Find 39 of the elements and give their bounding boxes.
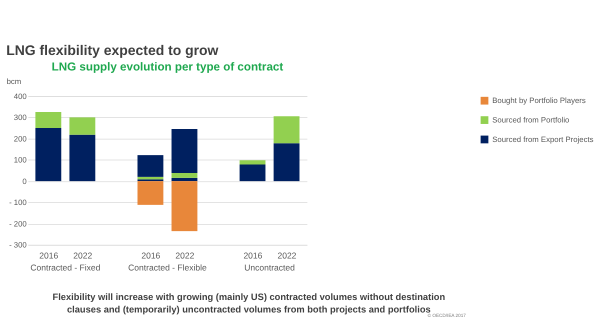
y-tick-label: - 200	[9, 219, 27, 228]
y-tick-label: - 300	[9, 240, 27, 250]
x-tick-label: 2016	[243, 250, 263, 260]
legend-label: Sourced from Portfolio	[492, 115, 570, 124]
y-tick-label: 0	[22, 176, 27, 186]
bar	[137, 155, 164, 177]
y-tick-label: 100	[14, 156, 27, 165]
y-tick-label: 400	[14, 92, 27, 101]
bar	[69, 134, 96, 182]
chart-title: LNG flexibility expected to grow	[6, 42, 219, 58]
text: Contracted - Flexible	[128, 262, 207, 272]
text: Flexibility will increase with growing (mainly US) contracted volumes without destination clauses and (temporarily) uncontracted volumes from both projects and portfolios	[52, 292, 446, 314]
x-tick-label: 2022	[277, 250, 297, 260]
bar	[240, 160, 266, 165]
bar	[172, 181, 198, 232]
bar	[35, 128, 62, 182]
bar	[240, 164, 266, 182]
bar	[172, 178, 198, 182]
x-tick-label: 2016	[39, 250, 58, 260]
bar	[137, 181, 164, 205]
y-axis-title: bcm	[6, 77, 22, 86]
text: Uncontracted	[244, 262, 296, 272]
bar	[69, 117, 96, 135]
bar	[274, 143, 300, 182]
y-tick-label: 300	[14, 113, 27, 122]
legend-label: Sourced from Export Projects	[492, 134, 594, 144]
x-tick-label: 2022	[73, 250, 92, 260]
legend-label: Bought by Portfolio Players	[492, 96, 586, 106]
y-tick-label: 200	[14, 134, 27, 144]
bar	[172, 129, 198, 174]
x-tick-label: 2016	[141, 250, 161, 260]
text: Contracted - Fixed	[30, 262, 101, 272]
bar	[137, 176, 164, 180]
bar	[35, 112, 62, 128]
chart-subtitle: LNG supply evolution per type of contract	[52, 60, 284, 74]
x-tick-label: 2022	[175, 250, 195, 260]
y-tick-label: - 100	[9, 198, 27, 208]
bar	[172, 173, 198, 178]
bar	[274, 116, 300, 144]
